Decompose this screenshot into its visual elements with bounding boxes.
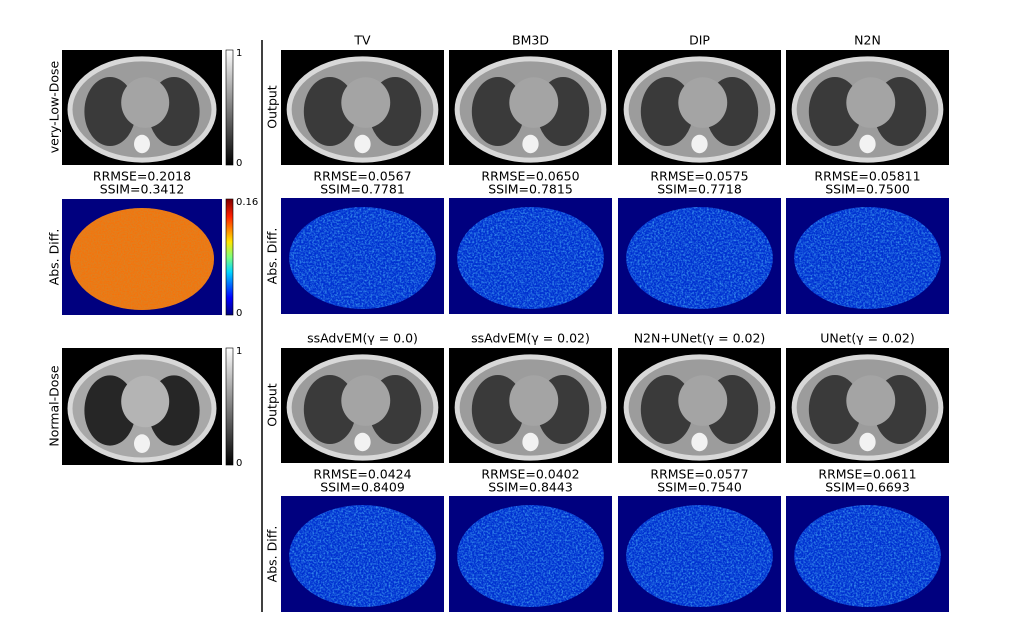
row-label: Abs. Diff. <box>265 228 280 285</box>
texture <box>457 206 604 310</box>
ct-image <box>62 348 222 465</box>
ct-image <box>449 348 612 463</box>
texture <box>794 206 941 310</box>
heart <box>846 77 896 128</box>
spine <box>522 134 539 154</box>
metric: SSIM=0.7540 <box>657 480 742 495</box>
metric: RRMSE=0.0650 <box>481 169 579 184</box>
spine <box>134 434 150 453</box>
method-title: DIP <box>689 33 710 48</box>
spine <box>134 134 150 154</box>
metric: RRMSE=0.0575 <box>650 169 748 184</box>
diff-map <box>62 199 222 315</box>
diff-map <box>281 496 444 612</box>
method-title: N2N+UNet(γ = 0.02) <box>634 331 766 346</box>
spine <box>691 432 708 452</box>
colorbar-min: 0 <box>236 308 242 319</box>
diff-map <box>786 496 949 612</box>
texture <box>289 206 436 310</box>
ct-image <box>281 50 444 165</box>
spine <box>354 432 371 452</box>
ct-image <box>786 348 949 463</box>
metric: RRMSE=0.0577 <box>650 467 748 482</box>
metric: RRMSE=0.0424 <box>313 467 411 482</box>
method-title: BM3D <box>512 33 549 48</box>
heart <box>678 77 728 128</box>
texture <box>289 504 436 608</box>
ct-image <box>62 50 222 165</box>
heart <box>121 77 170 128</box>
heart <box>846 375 896 426</box>
ct-image <box>281 348 444 463</box>
heart <box>121 375 170 428</box>
metric: SSIM=0.7781 <box>320 182 405 197</box>
metric: RRMSE=0.0402 <box>481 467 579 482</box>
colorbar <box>225 49 234 166</box>
ct-image <box>449 50 612 165</box>
diff-map <box>449 198 612 314</box>
heart <box>509 375 559 426</box>
ct-image <box>786 50 949 165</box>
metric: SSIM=0.3412 <box>100 182 185 197</box>
colorbar-max: 0.16 <box>236 197 258 208</box>
metric: RRMSE=0.2018 <box>93 169 191 184</box>
row-label: Abs. Diff. <box>265 526 280 583</box>
method-title: UNet(γ = 0.02) <box>820 331 915 346</box>
metric: SSIM=0.6693 <box>825 480 910 495</box>
metric: RRMSE=0.0567 <box>313 169 411 184</box>
spine <box>691 134 708 154</box>
spine <box>522 432 539 452</box>
row-label: Normal-Dose <box>47 365 62 447</box>
heart <box>341 375 391 426</box>
texture <box>457 504 604 608</box>
method-title: ssAdvEM(γ = 0.0) <box>307 331 418 346</box>
row-label: Output <box>265 383 280 427</box>
diff-map <box>449 496 612 612</box>
spine <box>859 134 876 154</box>
method-title: N2N <box>854 33 881 48</box>
diff-map <box>281 198 444 314</box>
metric: RRMSE=0.0611 <box>818 467 916 482</box>
colorbar-max: 1 <box>236 346 242 357</box>
texture <box>794 504 941 608</box>
metric: SSIM=0.8443 <box>488 480 573 495</box>
metric: SSIM=0.7500 <box>825 182 910 197</box>
method-title: ssAdvEM(γ = 0.02) <box>471 331 590 346</box>
metric: SSIM=0.7815 <box>488 182 573 197</box>
row-label: Output <box>265 85 280 129</box>
metric: SSIM=0.7718 <box>657 182 742 197</box>
row-label: very-Low-Dose <box>47 60 62 153</box>
heart <box>678 375 728 426</box>
diff-map <box>618 198 781 314</box>
metric: RRMSE=0.05811 <box>814 169 920 184</box>
texture <box>626 504 773 608</box>
spine <box>354 134 371 154</box>
colorbar <box>225 347 234 466</box>
method-title: TV <box>353 33 371 48</box>
ct-image <box>618 348 781 463</box>
colorbar-min: 0 <box>236 158 242 169</box>
heart <box>509 77 559 128</box>
texture <box>70 207 214 311</box>
colorbar <box>225 198 234 316</box>
ct-image <box>618 50 781 165</box>
row-label: Abs. Diff. <box>47 229 62 286</box>
diff-map <box>786 198 949 314</box>
colorbar-max: 1 <box>236 48 242 59</box>
metric: SSIM=0.8409 <box>320 480 405 495</box>
heart <box>341 77 391 128</box>
spine <box>859 432 876 452</box>
texture <box>626 206 773 310</box>
colorbar-min: 0 <box>236 458 242 469</box>
diff-map <box>618 496 781 612</box>
